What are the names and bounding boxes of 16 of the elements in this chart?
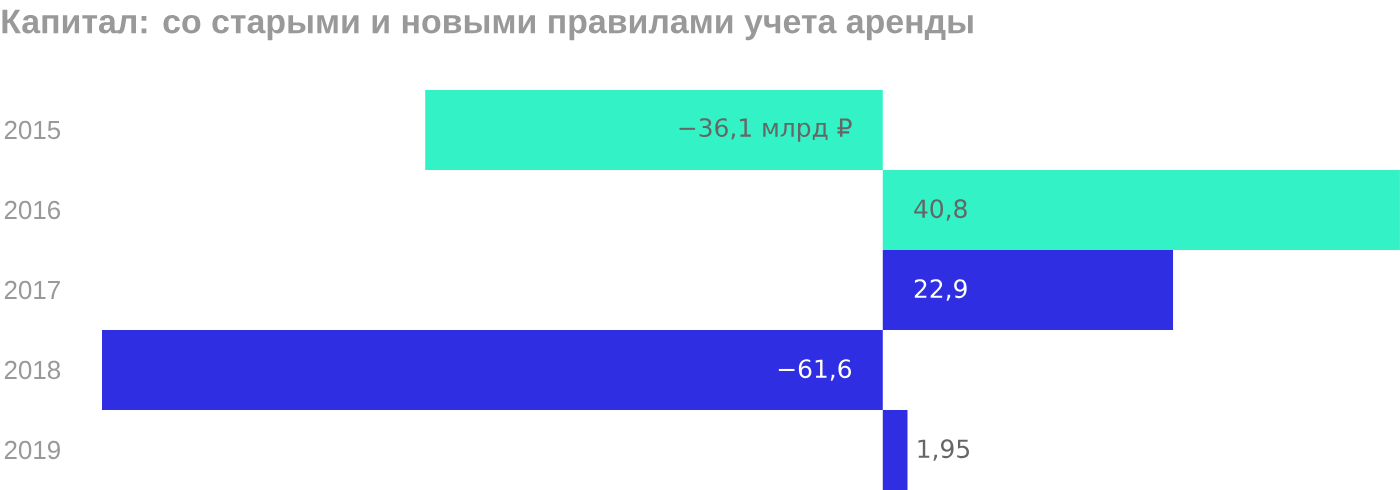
y-tick-label: 2016: [4, 200, 60, 220]
data-label: 1,95: [918, 439, 969, 461]
data-label: −61,6: [778, 359, 852, 381]
data-label: −36,1 млрд ₽: [679, 118, 852, 142]
data-label: 22,9: [914, 279, 967, 301]
data-label: 40,8: [914, 199, 967, 221]
y-tick-label: 2017: [4, 280, 60, 300]
chart-title: Капитал: со старыми и новыми правилами учета аренды: [2, 9, 973, 41]
bar: [425, 90, 883, 170]
bar: [882, 250, 1174, 330]
bar: [102, 329, 883, 410]
y-tick-label: 2015: [4, 120, 61, 140]
y-tick-label: 2019: [4, 440, 60, 460]
bar: [882, 170, 1400, 250]
y-tick-label: 2018: [4, 360, 61, 380]
bar: [882, 409, 908, 490]
